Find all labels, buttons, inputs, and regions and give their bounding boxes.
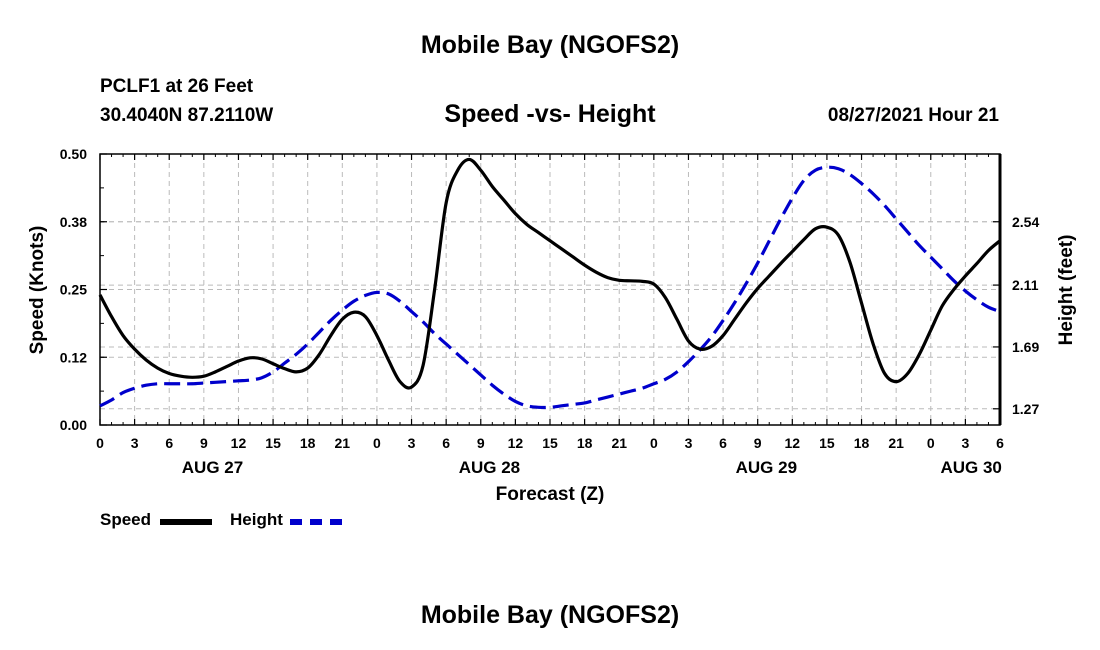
y2-tick-label: 2.11 [1012,277,1039,293]
speed-series-line [98,157,1002,390]
y-tick-label: 0.00 [60,417,87,433]
y2-axis-label: Height (feet) [1056,235,1077,346]
x-tick-label: 6 [719,435,727,451]
x-tick-label: 3 [131,435,139,451]
y2-tick-label: 1.69 [1012,339,1039,355]
x-tick-label: 6 [165,435,173,451]
x-tick-label: 21 [611,435,627,451]
x-tick-label: 18 [577,435,593,451]
y-tick-label: 0.25 [60,282,87,298]
x-tick-label: 3 [685,435,693,451]
coordinates-label: 30.4040N 87.2110W [100,105,274,126]
timestamp-label: 08/27/2021 Hour 21 [827,105,999,126]
x-tick-label: 0 [927,435,935,451]
day-label: AUG 30 [940,458,1001,477]
x-axis-label: Forecast (Z) [496,484,605,505]
station-label: PCLF1 at 26 Feet [100,76,254,97]
y-axis-label: Speed (Knots) [27,226,48,355]
x-tick-label: 18 [300,435,316,451]
x-tick-label: 0 [373,435,381,451]
legend-height-label: Height [230,510,283,529]
grid-lines [100,154,1000,425]
y-axis-right: 1.27 1.69 2.11 2.54 [993,154,1039,425]
y2-tick-label: 2.54 [1012,214,1039,230]
x-tick-label: 9 [477,435,485,451]
chart-subtitle: Speed -vs- Height [444,100,656,128]
top-title: Mobile Bay (NGOFS2) [420,31,680,59]
series-layer [98,157,1002,410]
x-tick-label: 6 [996,435,1004,451]
x-tick-label: 12 [785,435,801,451]
y-tick-label: 0.12 [60,349,87,365]
legend-speed-swatch [160,519,212,525]
y-tick-label: 0.50 [60,146,87,162]
x-tick-label: 21 [888,435,904,451]
y-axis-left: 0.00 0.12 0.25 0.38 0.50 [60,146,107,433]
x-tick-label: 15 [542,435,558,451]
x-tick-label: 3 [961,435,969,451]
x-tick-label: 15 [265,435,281,451]
x-tick-label: 0 [650,435,658,451]
day-labels: AUG 27 AUG 28 AUG 29 AUG 30 [182,458,1002,477]
x-tick-label: 6 [442,435,450,451]
x-tick-label: 9 [200,435,208,451]
day-label: AUG 27 [182,458,243,477]
x-tick-label: 12 [231,435,247,451]
x-tick-label: 18 [854,435,870,451]
x-tick-label: 3 [408,435,416,451]
y2-tick-label: 1.27 [1012,401,1039,417]
day-label: AUG 29 [736,458,797,477]
x-tick-label: 12 [508,435,524,451]
legend-speed-label: Speed [100,510,152,529]
x-tick-label: 15 [819,435,835,451]
legend-height-swatch [290,519,342,525]
y-tick-label: 0.38 [60,214,87,230]
x-tick-label: 21 [335,435,351,451]
day-label: AUG 28 [459,458,520,477]
x-tick-label: 0 [96,435,104,451]
bottom-title: Mobile Bay (NGOFS2) [420,601,680,629]
x-tick-label: 9 [754,435,762,451]
